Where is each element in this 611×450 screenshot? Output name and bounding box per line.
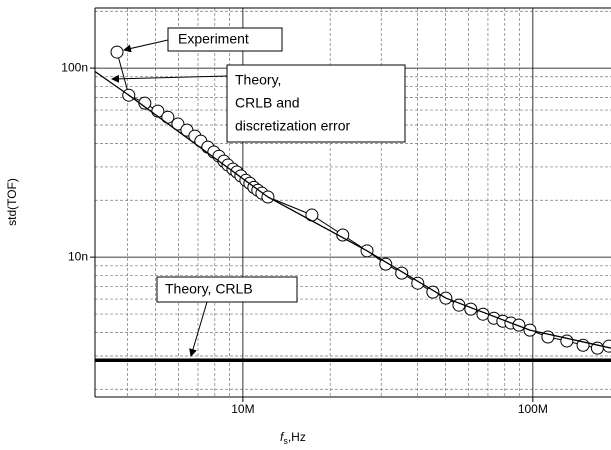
annotation-box bbox=[167, 27, 283, 52]
data-point bbox=[512, 318, 526, 332]
annotation-arrow bbox=[189, 301, 208, 357]
data-point bbox=[110, 45, 124, 59]
plot-marks bbox=[94, 45, 611, 362]
x-label-f: f bbox=[280, 430, 285, 444]
x-label-unit: ,Hz bbox=[288, 430, 306, 444]
data-point bbox=[171, 117, 185, 131]
annotation-box bbox=[226, 64, 406, 143]
annotation-arrow bbox=[111, 74, 228, 83]
annotation-text: CRLB and bbox=[235, 95, 300, 111]
annotation-text: Theory, CRLB bbox=[165, 281, 253, 297]
x-tick-label: 10M bbox=[231, 402, 254, 416]
x-tick-label: 100M bbox=[518, 402, 548, 416]
annotations: Experiment Theory, CRLB and discretizati… bbox=[111, 27, 406, 357]
x-label-sub: s bbox=[283, 436, 288, 446]
annotation-box bbox=[156, 276, 298, 303]
data-point bbox=[379, 257, 393, 271]
y-tick-label: 100n bbox=[61, 60, 88, 74]
series-line bbox=[94, 70, 611, 349]
annotation-arrow bbox=[123, 39, 169, 53]
y-axis-label: std(TOF) bbox=[5, 178, 19, 226]
annotation-text: discretization error bbox=[235, 118, 350, 134]
annotation-text: Theory, bbox=[235, 72, 281, 88]
annotation-text: Experiment bbox=[178, 31, 249, 47]
y-tick-label: 10n bbox=[68, 249, 88, 263]
x-axis-label: fs,Hz bbox=[280, 430, 306, 446]
